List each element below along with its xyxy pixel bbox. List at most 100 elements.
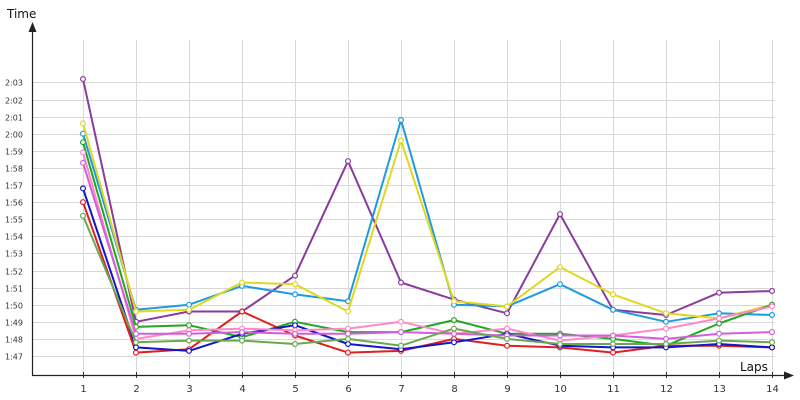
- data-point: [186, 337, 193, 344]
- data-point: [345, 325, 352, 332]
- data-point: [79, 199, 86, 206]
- series-line: [82, 78, 773, 323]
- data-point: [556, 341, 563, 348]
- data-point: [662, 325, 669, 332]
- data-point: [345, 341, 352, 348]
- x-tick-label: 13: [713, 384, 726, 395]
- data-point: [451, 339, 458, 346]
- data-point: [239, 337, 246, 344]
- data-point: [186, 322, 193, 329]
- x-tick-label: 6: [345, 384, 351, 395]
- series-line: [82, 119, 773, 323]
- data-point: [292, 281, 299, 288]
- data-point: [504, 303, 511, 310]
- data-point: [556, 264, 563, 271]
- x-tick-label: 5: [292, 384, 298, 395]
- data-point: [609, 291, 616, 298]
- data-point: [451, 325, 458, 332]
- data-point: [79, 139, 86, 146]
- axis-layer: [28, 22, 794, 380]
- data-point: [133, 339, 140, 346]
- series-line: [82, 215, 773, 347]
- y-tick-label: 1:59: [5, 148, 23, 157]
- data-point: [768, 339, 775, 346]
- series-9: [79, 212, 775, 349]
- label-layer: Time Laps 1:47 1:48 1:49 1:50 1:51 1:52 1:53 1:…: [5, 7, 779, 395]
- x-tick-label: 1: [80, 384, 86, 395]
- data-point: [345, 349, 352, 356]
- data-point: [239, 329, 246, 336]
- y-tick-label: 1:50: [5, 302, 23, 311]
- data-point: [504, 310, 511, 317]
- data-point: [79, 120, 86, 127]
- data-point: [504, 325, 511, 332]
- x-axis-arrow: [784, 371, 794, 380]
- data-point: [398, 116, 405, 123]
- data-point: [292, 322, 299, 329]
- data-point: [662, 318, 669, 325]
- y-axis-arrow: [28, 22, 37, 32]
- data-point: [662, 335, 669, 342]
- data-point: [79, 149, 86, 156]
- data-point: [609, 332, 616, 339]
- y-tick-label: 1:58: [5, 165, 23, 174]
- data-point: [768, 312, 775, 319]
- y-tick-label: 2:01: [5, 114, 23, 123]
- data-point: [609, 306, 616, 313]
- y-tick-label: 1:51: [5, 285, 23, 294]
- series-line: [82, 152, 773, 342]
- series-layer: [79, 75, 775, 356]
- y-tick-label: 1:56: [5, 199, 23, 208]
- y-tick-label: 1:54: [5, 233, 23, 242]
- data-point: [768, 303, 775, 310]
- series-4: [79, 139, 775, 349]
- x-tick-label: 8: [451, 384, 457, 395]
- data-point: [133, 349, 140, 356]
- data-point: [239, 308, 246, 315]
- data-point: [556, 281, 563, 288]
- data-point: [79, 185, 86, 192]
- data-point: [609, 349, 616, 356]
- data-point: [768, 344, 775, 351]
- y-tick-label: 1:57: [5, 182, 23, 191]
- data-point: [133, 344, 140, 351]
- y-tick-label: 2:02: [5, 97, 23, 106]
- data-point: [451, 317, 458, 324]
- data-point: [504, 335, 511, 342]
- data-point: [768, 288, 775, 295]
- data-point: [715, 330, 722, 337]
- data-point: [556, 332, 563, 339]
- series-line: [82, 162, 773, 340]
- data-point: [451, 330, 458, 337]
- data-point: [292, 341, 299, 348]
- data-point: [186, 306, 193, 313]
- data-point: [186, 347, 193, 354]
- x-tick-label: 7: [398, 384, 404, 395]
- y-tick-label: 1:49: [5, 319, 23, 328]
- data-point: [715, 320, 722, 327]
- y-tick-label: 1:48: [5, 336, 23, 345]
- data-point: [345, 308, 352, 315]
- data-point: [345, 335, 352, 342]
- x-tick-label: 3: [186, 384, 192, 395]
- data-point: [398, 279, 405, 286]
- x-axis-title: Laps: [740, 360, 768, 374]
- data-point: [715, 315, 722, 322]
- data-point: [239, 279, 246, 286]
- series-1: [79, 75, 775, 325]
- y-tick-label: 1:55: [5, 216, 23, 225]
- data-point: [504, 342, 511, 349]
- x-tick-label: 12: [660, 384, 673, 395]
- data-point: [133, 308, 140, 315]
- x-tick-label: 11: [607, 384, 620, 395]
- x-tick-label: 2: [133, 384, 139, 395]
- x-tick-label: 14: [766, 384, 779, 395]
- x-tick-label: 9: [504, 384, 510, 395]
- series-line: [82, 123, 773, 320]
- data-point: [398, 329, 405, 336]
- data-point: [451, 298, 458, 305]
- data-point: [292, 291, 299, 298]
- data-point: [715, 337, 722, 344]
